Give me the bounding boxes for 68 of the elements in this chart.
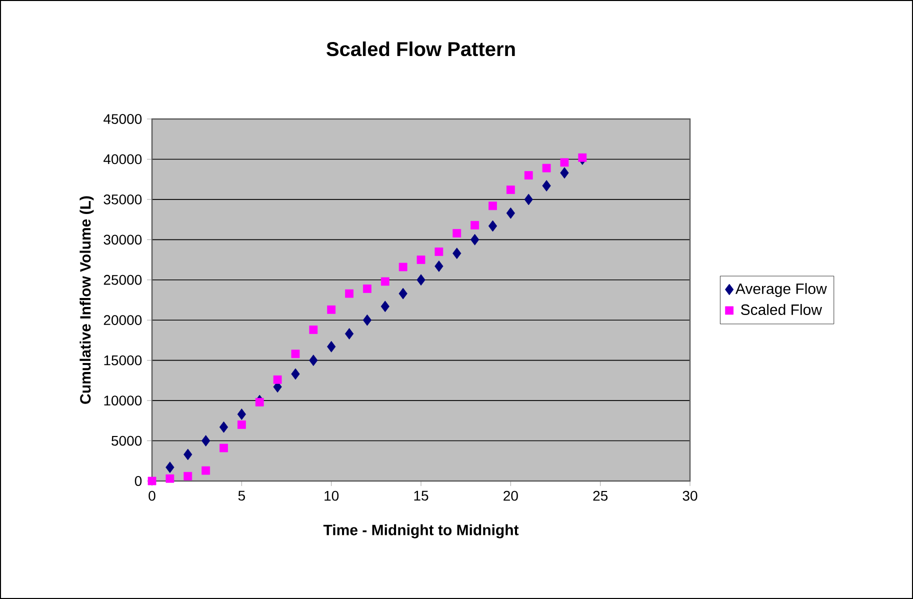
point (309, 354, 318, 366)
y-tick-label: 25000 (104, 274, 142, 285)
point (560, 158, 569, 167)
point (345, 289, 354, 298)
point (416, 256, 426, 264)
x-tick-label: 30 (682, 490, 698, 501)
point (488, 202, 497, 210)
y-tick-label: 40000 (104, 154, 142, 164)
point (148, 476, 156, 486)
point (488, 220, 498, 232)
legend-label: Average Flow (735, 283, 827, 298)
point (506, 207, 515, 219)
point (255, 398, 264, 406)
point (524, 194, 533, 206)
y-axis-title: Cumulative Inflow Volume (L) (80, 196, 94, 404)
point (219, 421, 228, 433)
point (201, 435, 210, 446)
point (344, 328, 354, 340)
point (470, 220, 480, 230)
y-tick-label: 0 (134, 476, 142, 486)
y-tick-label: 5000 (112, 436, 142, 446)
y-tick-label: 35000 (104, 194, 142, 204)
x-tick-label: 0 (148, 490, 156, 501)
point (309, 326, 318, 334)
x-tick-label: 5 (238, 490, 245, 501)
point (560, 167, 569, 179)
point (434, 248, 444, 256)
point (273, 375, 282, 384)
x-axis-title: Time - Midnight to Midnight (323, 524, 519, 538)
point (184, 472, 192, 480)
point (434, 260, 444, 272)
point (327, 340, 336, 352)
x-tick-label: 25 (593, 490, 608, 501)
point (416, 274, 426, 286)
y-tick-label: 30000 (104, 234, 142, 245)
point (542, 164, 551, 172)
point (380, 277, 390, 286)
point (291, 350, 300, 358)
y-tick-label: 15000 (104, 355, 142, 366)
point (166, 462, 174, 474)
point (578, 153, 587, 162)
point (362, 314, 372, 326)
point (166, 474, 174, 483)
point (452, 229, 462, 238)
legend-label: Scaled Flow (741, 304, 822, 315)
point (363, 284, 372, 293)
x-tick-label: 15 (414, 490, 428, 501)
y-tick-label: 10000 (104, 396, 142, 406)
point (220, 444, 228, 452)
point (398, 288, 408, 300)
point (291, 368, 300, 380)
point (327, 305, 336, 314)
point (237, 408, 246, 420)
point (237, 420, 246, 429)
point (470, 234, 480, 246)
y-tick-label: 45000 (104, 114, 142, 124)
point (202, 466, 210, 475)
point (524, 171, 533, 180)
point (380, 300, 390, 312)
x-tick-label: 20 (504, 490, 518, 501)
point (452, 248, 462, 260)
point (506, 186, 515, 194)
point (398, 262, 408, 272)
x-tick-label: 10 (324, 490, 339, 501)
chart-title: Scaled Flow Pattern (326, 41, 515, 56)
y-tick-label: 20000 (104, 315, 142, 326)
point (542, 180, 551, 192)
point (184, 448, 192, 460)
